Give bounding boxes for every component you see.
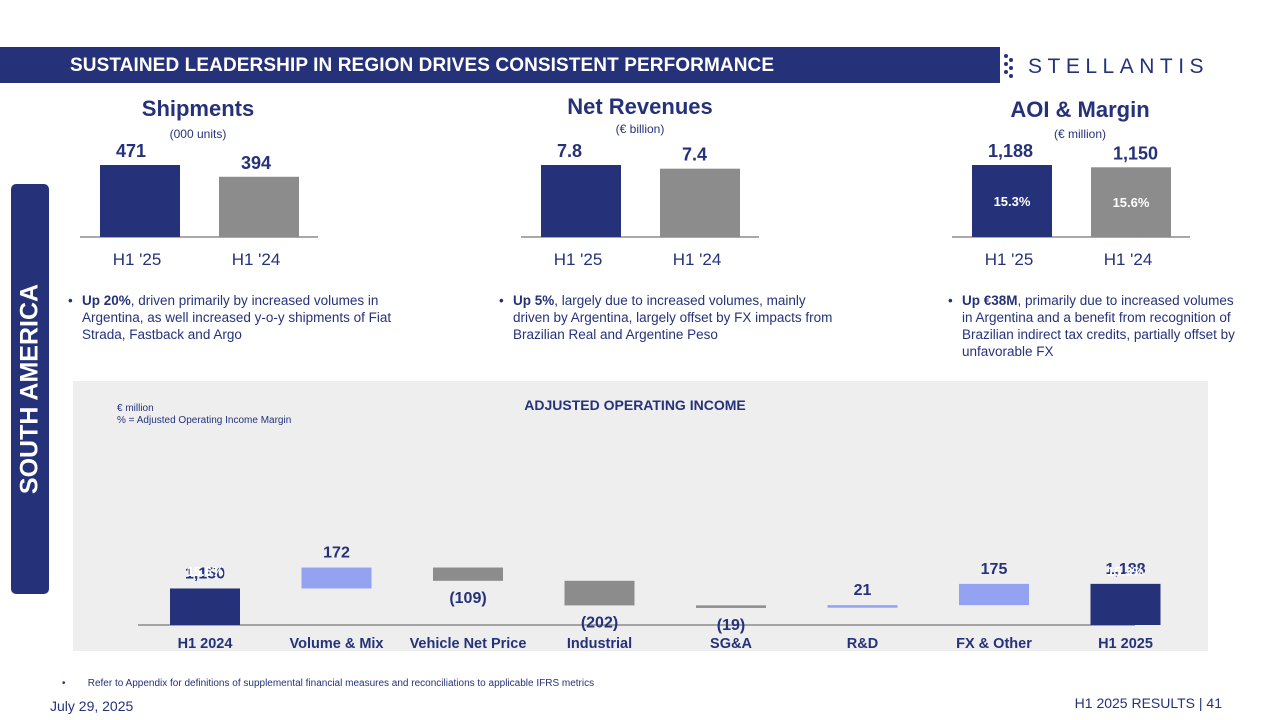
margin-label: 15.6%	[1113, 195, 1150, 210]
shipments-chart: 471 H1 '25 394 H1 '24	[80, 141, 318, 269]
waterfall-value: 1,188	[1105, 561, 1145, 578]
shipments-unit: (000 units)	[169, 127, 227, 141]
revenues-unit: (€ billion)	[615, 122, 665, 136]
waterfall-category: Volume & Mix	[290, 636, 384, 652]
waterfall-category: SG&A	[710, 636, 752, 652]
revenues-title: Net Revenues	[567, 94, 713, 119]
waterfall-category: Vehicle Net Price	[410, 636, 527, 652]
logo-dots-icon	[1004, 54, 1013, 78]
aoi-unit: (€ million)	[1053, 127, 1106, 141]
category-label: H1 '25	[554, 250, 603, 269]
waterfall-value: (19)	[717, 617, 745, 634]
bar-0	[100, 165, 180, 237]
waterfall-bar	[959, 583, 1029, 606]
waterfall-margin: 15.6%	[187, 564, 224, 579]
waterfall-bar	[827, 605, 898, 608]
shipments-bullet: • Up 20%, driven primarily by increased …	[68, 293, 392, 342]
region-tab	[11, 184, 49, 594]
value-label: 7.4	[682, 145, 707, 165]
waterfall-value: 21	[854, 582, 872, 599]
footnote: • Refer to Appendix for definitions of s…	[62, 678, 595, 689]
value-label: 7.8	[557, 141, 582, 161]
logo-text: STELLANTIS	[1028, 55, 1209, 78]
page-title: SUSTAINED LEADERSHIP IN REGION DRIVES CO…	[70, 55, 775, 76]
aoi-waterfall-chart: € million% = Adjusted Operating Income M…	[117, 397, 1161, 652]
value-label: 394	[241, 153, 271, 173]
waterfall-bar	[564, 580, 635, 606]
waterfall-category: H1 2024	[178, 636, 233, 652]
margin-label: 15.3%	[994, 194, 1031, 209]
bar-1	[660, 168, 740, 237]
waterfall-value: (202)	[581, 614, 618, 631]
bar-1	[219, 176, 299, 237]
footer-page: H1 2025 RESULTS | 41	[1074, 695, 1222, 711]
revenues-bullet: • Up 5%, largely due to increased volume…	[499, 293, 833, 342]
category-label: H1 '24	[232, 250, 281, 269]
waterfall-bar	[696, 605, 766, 608]
waterfall-category: R&D	[847, 636, 878, 652]
aoi-waterfall-panel	[73, 381, 1208, 651]
title-bar	[0, 47, 1000, 83]
bar-0	[972, 165, 1052, 237]
waterfall-bar	[301, 567, 372, 589]
category-label: H1 '24	[1104, 250, 1153, 269]
category-label: H1 '24	[673, 250, 722, 269]
chart-note: % = Adjusted Operating Income Margin	[117, 415, 291, 426]
aoi-title: AOI & Margin	[1010, 97, 1150, 122]
value-label: 1,150	[1113, 143, 1158, 163]
region-label: SOUTH AMERICA	[15, 283, 44, 495]
waterfall-bar	[1090, 583, 1161, 625]
chart-note: € million	[117, 403, 154, 414]
waterfall-value: 172	[323, 545, 350, 562]
footer-date: July 29, 2025	[50, 698, 134, 714]
revenues-chart: 7.8 H1 '25 7.4 H1 '24	[521, 141, 759, 269]
waterfall-category: Industrial	[567, 636, 632, 652]
waterfall-category: FX & Other	[956, 636, 1032, 652]
waterfall-value: 1,150	[185, 565, 225, 582]
waterfall-margin: 15.3%	[1107, 564, 1144, 579]
bar-0	[541, 165, 621, 237]
waterfall-title: ADJUSTED OPERATING INCOME	[524, 397, 745, 413]
category-label: H1 '25	[113, 250, 162, 269]
aoi-bullet: • Up €38M, primarily due to increased vo…	[948, 293, 1235, 359]
waterfall-category: H1 2025	[1098, 636, 1153, 652]
stellantis-logo: STELLANTIS	[1004, 54, 1209, 78]
waterfall-bar	[433, 567, 503, 581]
waterfall-value: (109)	[449, 590, 486, 607]
waterfall-bar	[170, 588, 240, 625]
aoi-chart: 1,188 H1 '25 15.3% 1,150 H1 '24 15.6%	[952, 141, 1190, 269]
bar-1	[1091, 167, 1171, 237]
waterfall-value: 175	[981, 561, 1008, 578]
category-label: H1 '25	[985, 250, 1034, 269]
value-label: 1,188	[988, 141, 1033, 161]
value-label: 471	[116, 141, 146, 161]
shipments-title: Shipments	[141, 96, 255, 121]
